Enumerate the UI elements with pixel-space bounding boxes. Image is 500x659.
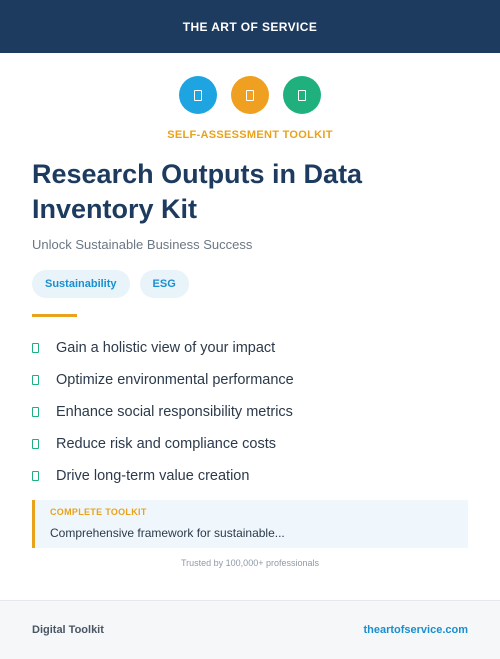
list-item: Optimize environmental performance xyxy=(32,364,294,396)
eyebrow-label: SELF-ASSESSMENT TOOLKIT xyxy=(167,129,333,141)
toolkit-callout: COMPLETE TOOLKIT Comprehensive framework… xyxy=(32,500,468,548)
checkbox-icon xyxy=(32,343,39,353)
benefit-text: Drive long-term value creation xyxy=(56,468,250,484)
website-link[interactable]: theartofservice.com xyxy=(363,624,468,636)
brand-name: THE ART OF SERVICE xyxy=(182,19,318,34)
page-title: Research Outputs in Data Inventory Kit xyxy=(32,159,363,224)
checkbox-icon xyxy=(32,439,39,449)
benefit-list: Gain a holistic view of your impact Opti… xyxy=(32,332,294,492)
benefit-text: Gain a holistic view of your impact xyxy=(56,340,276,356)
document-icon xyxy=(179,76,217,114)
benefit-text: Reduce risk and compliance costs xyxy=(56,436,277,452)
document-icon xyxy=(283,76,321,114)
benefit-text: Optimize environmental performance xyxy=(56,372,294,388)
tag-sustainability: Sustainability xyxy=(32,270,130,298)
tag-list: Sustainability ESG xyxy=(32,270,189,298)
callout-label: COMPLETE TOOLKIT xyxy=(50,507,147,517)
document-icon xyxy=(231,76,269,114)
divider xyxy=(32,314,77,317)
checkbox-icon xyxy=(32,407,39,417)
list-item: Gain a holistic view of your impact xyxy=(32,332,294,364)
list-item: Reduce risk and compliance costs xyxy=(32,428,294,460)
callout-text: Comprehensive framework for sustainable.… xyxy=(50,526,285,540)
footer-label: Digital Toolkit xyxy=(32,624,104,636)
list-item: Drive long-term value creation xyxy=(32,460,294,492)
top-banner: THE ART OF SERVICE xyxy=(0,0,500,53)
subtitle: Unlock Sustainable Business Success xyxy=(32,237,253,252)
icon-row xyxy=(0,76,500,114)
list-item: Enhance social responsibility metrics xyxy=(32,396,294,428)
benefit-text: Enhance social responsibility metrics xyxy=(56,404,293,420)
tag-esg: ESG xyxy=(139,270,189,298)
checkbox-icon xyxy=(32,471,39,481)
footer: Digital Toolkit theartofservice.com xyxy=(0,600,500,659)
checkbox-icon xyxy=(32,375,39,385)
trust-statement: Trusted by 100,000+ professionals xyxy=(180,558,319,568)
